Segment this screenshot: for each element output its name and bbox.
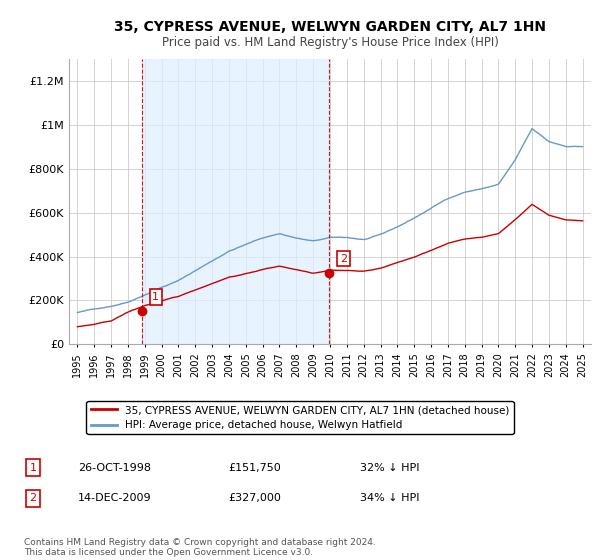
Legend: 35, CYPRESS AVENUE, WELWYN GARDEN CITY, AL7 1HN (detached house), HPI: Average p: 35, CYPRESS AVENUE, WELWYN GARDEN CITY, …	[86, 401, 514, 435]
Text: 35, CYPRESS AVENUE, WELWYN GARDEN CITY, AL7 1HN: 35, CYPRESS AVENUE, WELWYN GARDEN CITY, …	[114, 20, 546, 34]
Text: 14-DEC-2009: 14-DEC-2009	[78, 493, 152, 503]
Text: 1: 1	[29, 463, 37, 473]
Text: 1: 1	[152, 292, 160, 302]
Text: Contains HM Land Registry data © Crown copyright and database right 2024.
This d: Contains HM Land Registry data © Crown c…	[24, 538, 376, 557]
Text: 32% ↓ HPI: 32% ↓ HPI	[360, 463, 419, 473]
Text: 26-OCT-1998: 26-OCT-1998	[78, 463, 151, 473]
Text: Price paid vs. HM Land Registry's House Price Index (HPI): Price paid vs. HM Land Registry's House …	[161, 36, 499, 49]
Text: 2: 2	[340, 254, 347, 264]
Text: 34% ↓ HPI: 34% ↓ HPI	[360, 493, 419, 503]
Text: 2: 2	[29, 493, 37, 503]
Text: £327,000: £327,000	[228, 493, 281, 503]
Bar	[142, 59, 329, 344]
Text: £151,750: £151,750	[228, 463, 281, 473]
